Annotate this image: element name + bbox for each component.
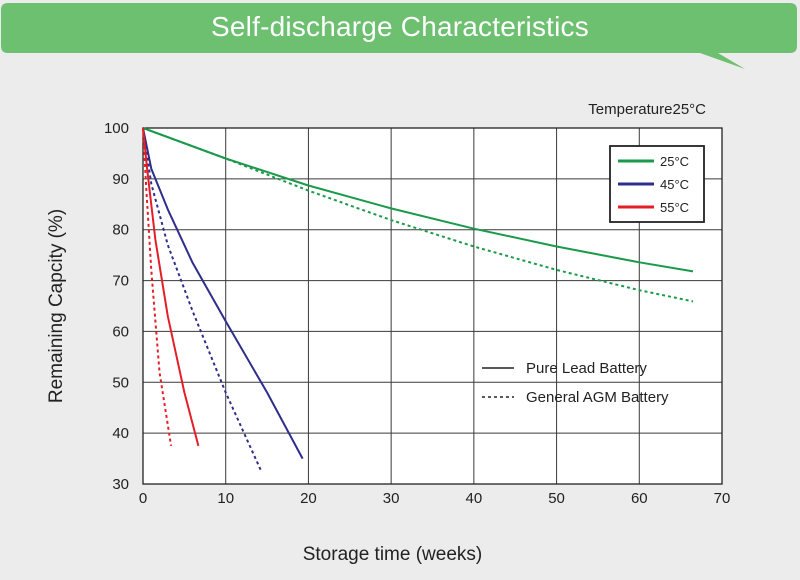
y-tick-label: 30 [112,476,129,493]
y-tick-label: 50 [112,374,129,391]
chart-title: Self-discharge Characteristics [211,11,589,42]
series-line-45c-pure-lead [142,127,304,460]
plot-frame [142,127,723,485]
banner-shape [1,3,797,69]
y-axis-title: Remaining Capcity (%) [46,209,67,403]
y-tick-label: 100 [104,120,129,137]
y-tick-label: 70 [112,273,129,290]
y-tick-label: 90 [112,171,129,188]
series-line-55c-pure-lead [142,127,200,447]
y-tick-label: 60 [112,323,129,340]
legend-label: 55°C [660,200,689,215]
x-axis-title: Storage time (weeks) [303,544,483,565]
battery-type-label: Pure Lead Battery [526,360,647,377]
x-tick-label: 50 [548,490,565,507]
banner-background [1,3,797,69]
battery-type-label: General AGM Battery [526,389,669,406]
title-banner: Self-discharge Characteristics [0,0,800,72]
y-tick-label: 40 [112,425,129,442]
x-tick-label: 0 [139,490,147,507]
legend-label: 25°C [660,154,689,169]
x-tick-label: 70 [714,490,731,507]
x-tick-label: 20 [300,490,317,507]
x-tick-label: 10 [217,490,234,507]
legend-label: 45°C [660,177,689,192]
temperature-note: Temperature25°C [588,101,706,118]
x-tick-label: 40 [466,490,483,507]
x-tick-label: 30 [383,490,400,507]
series-line-25c-agm [142,127,694,303]
x-tick-label: 60 [631,490,648,507]
y-tick-label: 80 [112,222,129,239]
